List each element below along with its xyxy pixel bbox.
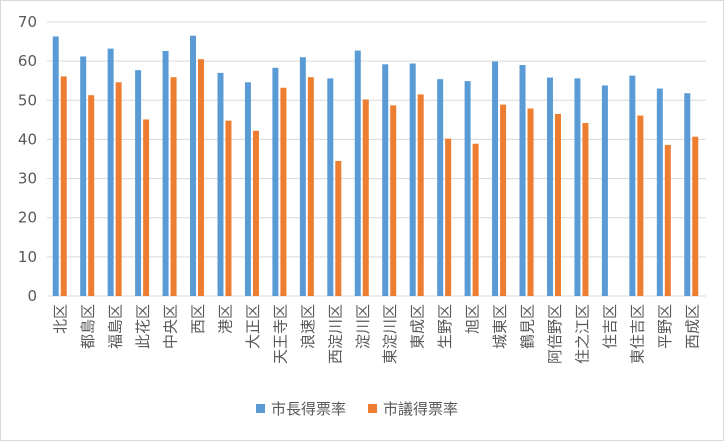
x-tick-label: 大正区 — [244, 304, 262, 349]
legend-label-mayor: 市長得票率 — [271, 400, 347, 418]
bar-council — [500, 104, 507, 296]
x-tick-label: 鶴見区 — [519, 304, 537, 349]
x-tick-label: 此花区 — [134, 304, 152, 349]
x-tick-label: 東住吉区 — [628, 304, 646, 364]
bar-mayor — [217, 72, 224, 296]
bar-mayor — [464, 81, 471, 296]
x-tick-label: 東淀川区 — [381, 304, 399, 364]
bar-mayor — [80, 56, 87, 297]
bar-mayor — [382, 64, 389, 296]
bar-council — [88, 95, 95, 296]
legend-swatch-mayor — [256, 404, 265, 413]
x-tick-label: 中央区 — [162, 304, 180, 349]
bar-council — [60, 76, 67, 296]
bar-mayor — [107, 48, 114, 296]
bar-mayor — [656, 88, 663, 297]
x-tick-label: 北区 — [52, 304, 70, 334]
bar-council — [335, 160, 342, 296]
bar-council — [445, 138, 452, 296]
x-tick-label: 港区 — [216, 304, 234, 334]
bar-council — [692, 136, 699, 296]
x-tick-label: 城東区 — [491, 304, 509, 349]
bar-mayor — [299, 57, 306, 296]
x-tick-label: 阿倍野区 — [546, 304, 564, 364]
bar-mayor — [437, 79, 444, 296]
bar-council — [362, 99, 369, 296]
bar-mayor — [492, 61, 499, 296]
bar-mayor — [244, 82, 251, 296]
bar-mayor — [601, 85, 608, 296]
x-tick-label: 浪速区 — [299, 304, 317, 349]
bar-council — [115, 82, 122, 296]
x-tick-label: 生野区 — [436, 304, 454, 349]
x-tick-label: 住之江区 — [573, 304, 591, 364]
bar-council — [637, 115, 644, 297]
x-tick-label: 西淀川区 — [326, 304, 344, 364]
x-tick-label: 都島区 — [79, 304, 97, 349]
x-tick-label: 平野区 — [656, 304, 674, 349]
y-tick-label: 10 — [18, 248, 37, 266]
y-tick-label: 20 — [18, 209, 37, 227]
x-tick-label: 淀川区 — [354, 304, 372, 349]
y-tick-label: 30 — [18, 170, 37, 188]
y-tick-label: 0 — [27, 287, 37, 305]
bar-council — [307, 77, 314, 296]
bar-council — [225, 120, 232, 296]
bar-council — [472, 143, 479, 296]
bar-mayor — [629, 75, 636, 296]
bar-mayor — [190, 35, 197, 296]
bar-mayor — [272, 67, 279, 296]
bar-council — [198, 59, 205, 296]
bar-council — [170, 77, 177, 296]
bar-mayor — [684, 93, 691, 297]
bar-mayor — [546, 77, 553, 296]
bar-council — [664, 144, 671, 296]
bar-council — [143, 119, 150, 296]
bar-mayor — [135, 70, 142, 296]
x-tick-label: 東成区 — [409, 304, 427, 349]
legend-swatch-council — [368, 404, 378, 413]
bar-mayor — [519, 65, 526, 296]
bar-council — [280, 87, 287, 296]
x-tick-label: 西成区 — [683, 304, 701, 349]
bar-council — [554, 113, 561, 296]
bar-council — [417, 94, 424, 297]
bar-council — [527, 108, 534, 297]
bar-mayor — [354, 50, 361, 297]
bar-mayor — [327, 78, 334, 296]
x-tick-label: 福島区 — [107, 304, 125, 349]
bar-mayor — [52, 36, 59, 297]
legend-item-council: 市議得票率 — [368, 398, 458, 419]
legend-label-council: 市議得票率 — [383, 400, 459, 418]
bar-council — [252, 130, 259, 296]
x-tick-label: 西区 — [189, 304, 207, 334]
legend-item-mayor: 市長得票率 — [256, 398, 346, 419]
bar-council — [582, 122, 589, 296]
bar-council — [390, 105, 397, 296]
y-tick-label: 60 — [18, 52, 37, 70]
bar-mayor — [409, 63, 416, 297]
x-tick-label: 住吉区 — [601, 304, 619, 349]
bar-mayor — [574, 78, 581, 296]
x-tick-label: 旭区 — [464, 304, 482, 334]
bar-mayor — [162, 50, 169, 296]
y-tick-label: 70 — [18, 13, 37, 31]
y-tick-label: 50 — [18, 91, 37, 109]
legend: 市長得票率 市議得票率 — [256, 398, 458, 419]
y-tick-label: 40 — [18, 130, 37, 148]
x-tick-label: 天王寺区 — [271, 304, 289, 364]
